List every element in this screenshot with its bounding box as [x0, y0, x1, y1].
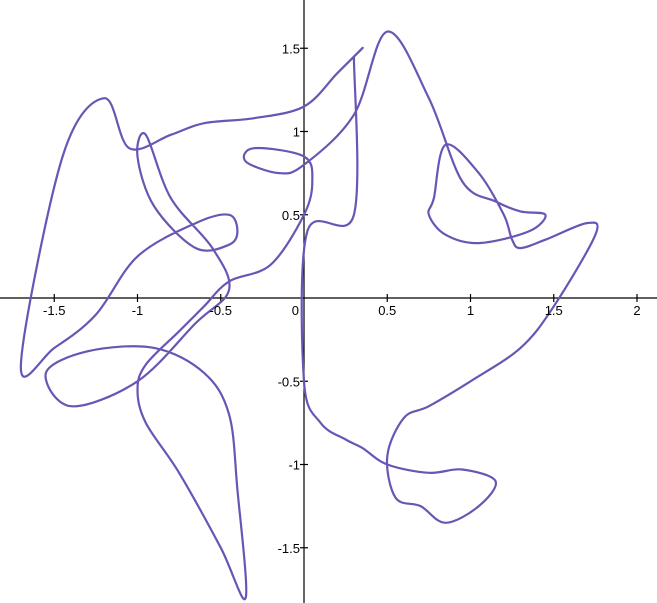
y-tick-label: -1.5 — [278, 541, 300, 556]
x-tick-label: -1.5 — [43, 303, 65, 318]
x-tick-label: 1.5 — [545, 303, 563, 318]
curve-series-0 — [19, 30, 599, 601]
y-tick-label: 0.5 — [282, 208, 300, 223]
x-tick-label: 0.5 — [378, 303, 396, 318]
x-tick-label: 1 — [467, 303, 474, 318]
tick-labels: -1.5 -1 -0.5 0.5 1 1.5 2 -1.5 -1 -0.5 0.5 1 1.5 0 — [43, 41, 641, 556]
x-tick-label: -1 — [132, 303, 144, 318]
x-tick-label: 2 — [633, 303, 640, 318]
y-tick-label: 1 — [293, 125, 300, 140]
y-tick-label: -1 — [288, 458, 300, 473]
x-tick-label: -0.5 — [210, 303, 232, 318]
origin-label: 0 — [292, 303, 299, 318]
curve-layer — [19, 30, 599, 601]
y-tick-label: -0.5 — [278, 374, 300, 389]
y-tick-label: 1.5 — [282, 41, 300, 56]
